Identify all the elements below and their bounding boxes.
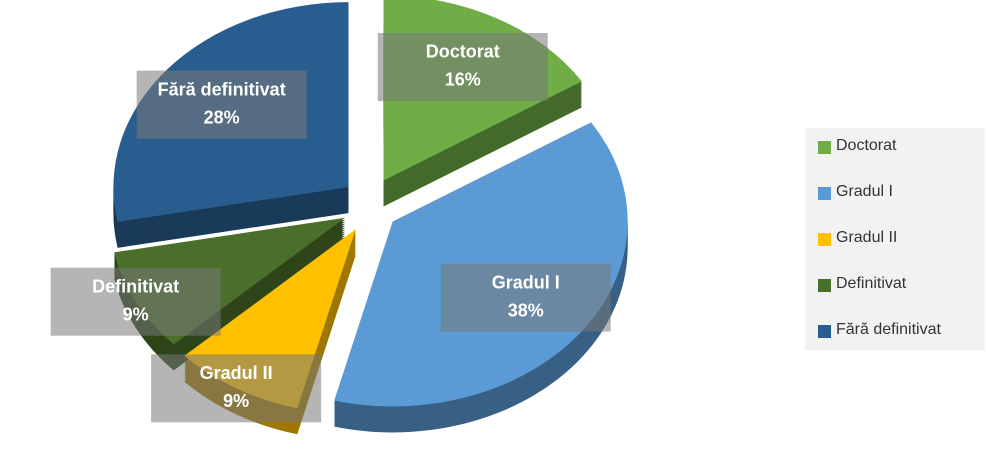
label-value: 9% bbox=[223, 391, 249, 411]
legend-swatch bbox=[818, 279, 831, 292]
label-name: Gradul II bbox=[200, 363, 273, 383]
legend-label: Gradul I bbox=[836, 183, 893, 200]
legend-swatch bbox=[818, 233, 831, 246]
label-box bbox=[136, 70, 307, 139]
legend-swatch bbox=[818, 325, 831, 338]
legend-box bbox=[805, 128, 985, 350]
label-value: 28% bbox=[204, 107, 240, 127]
label-value: 16% bbox=[445, 70, 481, 90]
legend-label: Doctorat bbox=[836, 137, 897, 154]
label-box bbox=[440, 263, 611, 332]
label-name: Fără definitivat bbox=[158, 79, 286, 99]
label-name: Gradul I bbox=[492, 272, 560, 292]
label-name: Doctorat bbox=[426, 42, 500, 62]
legend-swatch bbox=[818, 141, 831, 154]
label-value: 38% bbox=[508, 300, 544, 320]
label-box bbox=[377, 32, 548, 101]
label-name: Definitivat bbox=[92, 276, 179, 296]
label-value: 9% bbox=[123, 304, 149, 324]
label-box bbox=[50, 267, 221, 336]
legend-label: Gradul II bbox=[836, 229, 897, 246]
legend-label: Fără definitivat bbox=[836, 321, 941, 338]
legend-swatch bbox=[818, 187, 831, 200]
label-box bbox=[151, 354, 322, 423]
legend-label: Definitivat bbox=[836, 275, 907, 292]
